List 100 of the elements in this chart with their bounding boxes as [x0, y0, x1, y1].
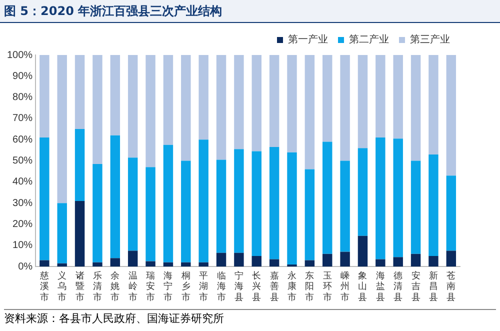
bar [110, 258, 120, 267]
bar [92, 55, 102, 164]
x-tick-label: 永康市 [288, 270, 296, 303]
x-tick-label: 余姚市 [110, 270, 120, 303]
bar [410, 55, 421, 161]
y-tick-label: 100% [7, 50, 33, 61]
y-tick-label: 20% [12, 219, 33, 230]
legend-label: 第一产业 [288, 34, 328, 46]
bar [269, 147, 280, 260]
y-tick-label: 10% [12, 240, 33, 252]
bar [234, 149, 244, 253]
x-tick-label: 长兴县 [252, 270, 262, 303]
legend-label: 第二产业 [349, 34, 389, 46]
bar [304, 260, 315, 267]
x-tick-label: 乐清市 [92, 270, 102, 303]
x-tick-label: 桐乡市 [180, 270, 190, 303]
bar [428, 55, 438, 154]
bar [216, 55, 226, 160]
y-tick-label: 90% [12, 70, 33, 82]
bar [234, 55, 244, 150]
bar [146, 261, 156, 267]
bar [269, 259, 280, 267]
bar [252, 256, 262, 267]
x-tick-label: 诸暨市 [75, 270, 84, 303]
x-tick-label: 嵊州市 [340, 270, 350, 303]
x-tick-label: 玉环市 [322, 271, 332, 303]
bar [376, 55, 386, 138]
bar [110, 135, 120, 258]
bar [163, 144, 174, 262]
bar [163, 55, 174, 145]
bar [269, 55, 280, 148]
x-tick-label: 新昌县 [428, 270, 438, 303]
bar [252, 151, 262, 256]
x-tick-label: 宁海县 [234, 270, 244, 303]
y-tick-label: 80% [12, 92, 33, 104]
bar [340, 160, 350, 252]
bar [340, 55, 350, 161]
bar [128, 158, 138, 251]
bar [57, 55, 67, 204]
bar [358, 148, 368, 236]
x-tick-label: 安吉县 [411, 270, 420, 303]
bar [376, 138, 386, 260]
bar [181, 55, 191, 161]
bar [393, 257, 403, 267]
bar [198, 140, 208, 262]
x-tick-label: 嘉善县 [270, 270, 279, 303]
bar [146, 167, 156, 262]
bar [410, 254, 421, 267]
x-tick-label: 象山县 [358, 270, 368, 303]
y-tick-label: 0% [18, 261, 33, 272]
bar [198, 55, 208, 140]
y-tick-label: 60% [12, 134, 33, 146]
bar [410, 160, 421, 254]
bar [92, 164, 102, 262]
bar [287, 152, 297, 264]
bar [393, 138, 403, 258]
x-tick-label: 海宁市 [164, 270, 173, 303]
bar [376, 259, 386, 267]
x-tick-label: 东阳市 [305, 270, 314, 303]
bar [198, 262, 208, 267]
y-tick-label: 40% [12, 176, 33, 188]
bar [181, 262, 191, 267]
x-tick-label: 瑞安市 [146, 270, 156, 303]
chart-title: 图 5：2020 年浙江百强县三次产业结构 [0, 0, 500, 23]
bar [57, 263, 67, 267]
bar [74, 55, 85, 130]
bar [146, 55, 156, 168]
y-tick-label: 30% [12, 198, 33, 209]
bar [340, 252, 350, 267]
bar [40, 260, 50, 267]
text: 资料来源：各县市人民政府、国海证券研究所 [4, 310, 496, 328]
x-tick-label: 平湖市 [199, 271, 208, 303]
bar [446, 55, 456, 176]
bar [446, 250, 456, 267]
y-tick-label: 70% [12, 113, 33, 124]
x-tick-label: 苍南县 [446, 270, 456, 303]
bar [128, 250, 138, 267]
bar [322, 142, 332, 254]
bar [446, 176, 456, 251]
x-tick-label: 海盐县 [376, 270, 385, 303]
bar [163, 262, 174, 267]
bar [287, 55, 297, 152]
bar [57, 203, 67, 264]
bar [216, 252, 226, 267]
bar [428, 256, 438, 267]
bar [304, 55, 315, 170]
bar [110, 55, 120, 136]
bar [428, 154, 438, 256]
bar [216, 160, 226, 253]
bar [252, 55, 262, 152]
x-tick-label: 德清县 [394, 270, 403, 303]
bar [74, 129, 85, 202]
legend-label: 第三产业 [410, 34, 450, 46]
bar [322, 254, 332, 267]
x-tick-label: 临海市 [216, 270, 226, 303]
bar [234, 252, 244, 267]
bar [181, 160, 191, 262]
bar [92, 262, 102, 267]
bar [287, 264, 297, 267]
bar [128, 55, 138, 158]
